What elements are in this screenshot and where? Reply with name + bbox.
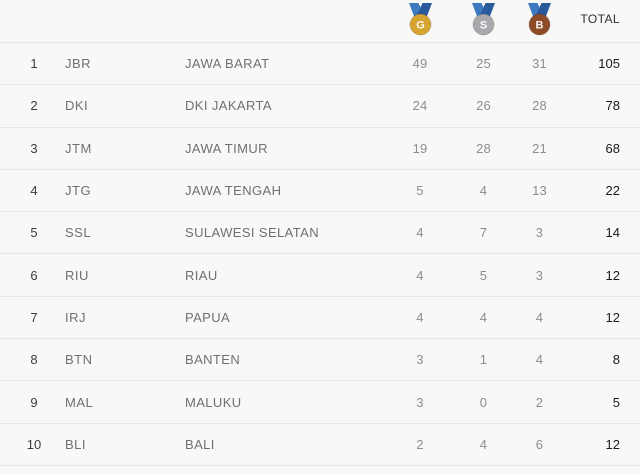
code-cell: JTG — [65, 183, 92, 199]
total-count-cell: 22 — [605, 183, 620, 199]
silver-count-cell: 5 — [479, 267, 488, 283]
province-cell: RIAU — [185, 267, 218, 283]
province-cell: MALUKU — [185, 394, 242, 410]
gold-count-cell: 49 — [412, 56, 428, 72]
province-cell: SULAWESI SELATAN — [185, 225, 320, 241]
silver-medal-letter: S — [480, 20, 487, 32]
gold-count-cell: 5 — [416, 183, 424, 199]
province-cell: DKI JAKARTA — [185, 98, 272, 114]
bottom-spacer — [0, 466, 640, 473]
bronze-count-cell: 21 — [532, 140, 547, 156]
code-cell: JTM — [65, 140, 92, 156]
gold-count-cell: 4 — [416, 309, 424, 325]
gold-count-cell: 3 — [416, 394, 424, 410]
gold-count-cell: 4 — [416, 225, 424, 241]
bronze-count-cell: 3 — [535, 267, 544, 283]
table-row: 6 RIU RIAU 4 5 3 12 — [0, 254, 640, 297]
rank-cell: 2 — [30, 98, 38, 114]
bronze-count-cell: 28 — [532, 98, 547, 114]
total-count-cell: 8 — [612, 352, 620, 368]
gold-medal-letter: G — [416, 20, 425, 32]
total-count-cell: 12 — [605, 436, 620, 452]
code-cell: SSL — [65, 225, 92, 241]
silver-count-cell: 25 — [476, 56, 491, 72]
province-cell: BANTEN — [185, 352, 241, 368]
table-body: 1 JBR JAWA BARAT 49 25 31 105 2 DKI DKI … — [0, 43, 640, 466]
rank-cell: 8 — [30, 352, 38, 368]
rank-cell: 10 — [26, 436, 42, 452]
gold-medal-icon: G — [408, 3, 432, 36]
rank-cell: 1 — [30, 56, 38, 72]
total-count-cell: 5 — [612, 394, 620, 410]
code-cell: DKI — [65, 98, 89, 114]
total-column-header: TOTAL — [580, 11, 620, 26]
silver-count-cell: 1 — [479, 352, 488, 368]
table-row: 4 JTG JAWA TENGAH 5 4 13 22 — [0, 170, 640, 213]
code-cell: BTN — [65, 352, 93, 368]
rank-cell: 7 — [30, 309, 38, 325]
bronze-count-cell: 2 — [535, 394, 544, 410]
total-count-cell: 12 — [605, 267, 620, 283]
rank-cell: 3 — [30, 140, 38, 156]
bronze-count-cell: 4 — [535, 352, 544, 368]
bronze-medal-icon: B — [528, 3, 551, 36]
gold-count-cell: 3 — [416, 352, 424, 368]
gold-column-header: G — [385, 0, 455, 42]
silver-medal-icon: S — [472, 3, 495, 36]
code-cell: JBR — [65, 56, 92, 72]
bronze-count-cell: 13 — [532, 183, 547, 199]
total-count-cell: 105 — [598, 56, 620, 72]
total-count-cell: 12 — [605, 309, 620, 325]
silver-count-cell: 0 — [479, 394, 488, 410]
code-cell: RIU — [65, 267, 89, 283]
bronze-column-header: B — [512, 0, 567, 42]
total-count-cell: 68 — [605, 140, 620, 156]
code-cell: MAL — [65, 394, 94, 410]
table-row: 5 SSL SULAWESI SELATAN 4 7 3 14 — [0, 212, 640, 255]
silver-column-header: S — [455, 0, 512, 42]
code-cell: BLI — [65, 436, 87, 452]
province-cell: JAWA BARAT — [185, 56, 270, 72]
silver-count-cell: 7 — [479, 225, 488, 241]
province-cell: JAWA TIMUR — [185, 140, 268, 156]
silver-count-cell: 4 — [479, 309, 488, 325]
table-row: 7 IRJ PAPUA 4 4 4 12 — [0, 297, 640, 340]
table-row: 3 JTM JAWA TIMUR 19 28 21 68 — [0, 128, 640, 170]
rank-cell: 9 — [30, 394, 38, 410]
gold-count-cell: 4 — [416, 267, 424, 283]
silver-count-cell: 4 — [479, 436, 488, 452]
table-row: 1 JBR JAWA BARAT 49 25 31 105 — [0, 43, 640, 86]
bronze-count-cell: 6 — [535, 436, 544, 452]
table-header: G S B TOTAL — [0, 0, 640, 43]
total-count-cell: 78 — [605, 98, 620, 114]
table-row: 9 MAL MALUKU 3 0 2 5 — [0, 381, 640, 424]
bronze-medal-letter: B — [536, 20, 544, 32]
province-cell: BALI — [185, 436, 215, 452]
table-row: 2 DKI DKI JAKARTA 24 26 28 78 — [0, 85, 640, 128]
total-count-cell: 14 — [605, 225, 620, 241]
silver-count-cell: 4 — [479, 183, 488, 199]
bronze-count-cell: 31 — [532, 56, 547, 72]
code-cell: IRJ — [65, 309, 86, 325]
rank-cell: 6 — [30, 267, 38, 283]
gold-count-cell: 2 — [416, 436, 424, 452]
silver-count-cell: 26 — [476, 98, 491, 114]
silver-count-cell: 28 — [476, 140, 491, 156]
rank-cell: 4 — [30, 183, 38, 199]
province-cell: JAWA TENGAH — [185, 183, 282, 199]
bronze-count-cell: 3 — [535, 225, 544, 241]
rank-cell: 5 — [30, 225, 38, 241]
province-cell: PAPUA — [185, 309, 231, 325]
gold-count-cell: 19 — [412, 140, 428, 156]
table-row: 8 BTN BANTEN 3 1 4 8 — [0, 339, 640, 382]
bronze-count-cell: 4 — [535, 309, 544, 325]
table-row: 10 BLI BALI 2 4 6 12 — [0, 424, 640, 466]
gold-count-cell: 24 — [412, 98, 428, 114]
